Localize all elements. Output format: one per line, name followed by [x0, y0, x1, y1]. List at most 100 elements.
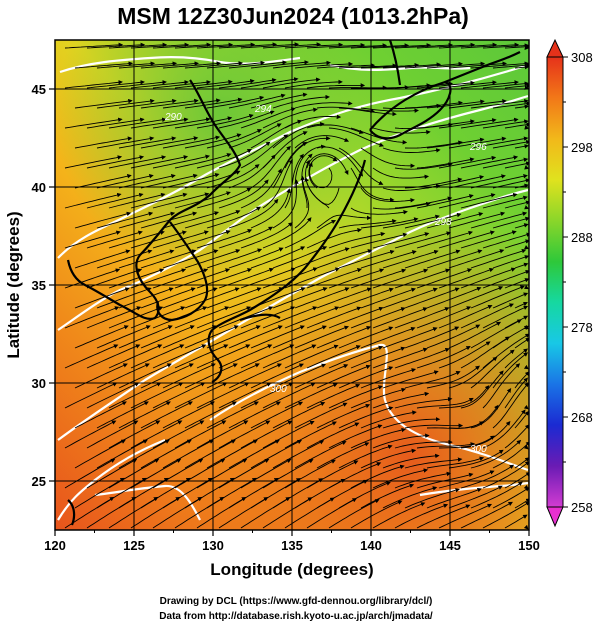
streamline — [338, 219, 397, 229]
streamline — [174, 268, 231, 289]
streamline — [284, 497, 335, 529]
streamline — [64, 117, 123, 129]
streamline — [240, 420, 293, 449]
streamline — [152, 79, 211, 89]
streamline — [74, 401, 127, 429]
streamline — [394, 231, 452, 249]
streamline — [294, 325, 350, 349]
streamline — [196, 42, 256, 49]
streamline — [74, 211, 132, 229]
streamline — [262, 42, 322, 49]
streamline — [416, 472, 474, 489]
streamline — [174, 306, 230, 329]
streamline — [460, 42, 520, 49]
streamline — [284, 153, 304, 209]
streamline — [130, 268, 187, 289]
colorbar-tick-label: 308 — [571, 50, 593, 65]
streamline — [262, 107, 318, 129]
streamline — [218, 344, 273, 369]
streamline — [64, 420, 117, 449]
streamline — [250, 119, 303, 149]
streamline — [492, 441, 529, 469]
streamline — [162, 173, 220, 189]
streamline — [404, 371, 461, 389]
streamline — [482, 81, 529, 89]
x-tick-label: 130 — [202, 538, 224, 553]
streamline — [140, 439, 192, 469]
streamline — [218, 226, 274, 249]
streamline — [196, 497, 247, 529]
streamline — [350, 427, 406, 449]
streamline — [86, 80, 145, 89]
streamline — [228, 439, 280, 469]
streamline — [196, 344, 251, 369]
streamline — [118, 174, 176, 189]
streamline — [514, 183, 529, 189]
streamline — [514, 64, 529, 70]
y-tick-label: 35 — [32, 278, 46, 293]
coastlines — [66, 40, 521, 526]
streamline — [272, 179, 299, 229]
streamline — [306, 345, 361, 369]
streamline — [240, 134, 289, 169]
streamline — [196, 114, 254, 129]
streamline — [272, 402, 326, 429]
streamline — [130, 306, 186, 329]
streamline — [174, 458, 226, 489]
streamline — [382, 147, 441, 153]
streamline — [438, 118, 497, 129]
streamline — [196, 79, 255, 89]
y-tick-label: 30 — [32, 376, 46, 391]
streamline — [460, 501, 513, 529]
streamline — [218, 179, 269, 209]
streamline — [316, 403, 371, 429]
streamline — [96, 174, 154, 189]
streamline — [262, 306, 318, 329]
streamline — [152, 154, 210, 169]
streamline — [218, 382, 272, 409]
streamline — [240, 458, 292, 489]
streamline — [372, 43, 432, 49]
streamline — [294, 101, 353, 109]
streamline — [262, 459, 314, 489]
streamline — [228, 287, 284, 309]
coastline-japan-kyushu — [207, 329, 223, 383]
streamline — [460, 192, 518, 209]
streamline — [152, 382, 206, 409]
coastline-kuril-islands — [444, 51, 521, 84]
streamline — [394, 396, 453, 409]
streamline — [328, 385, 383, 409]
streamline — [316, 249, 373, 269]
streamline — [152, 496, 203, 529]
streamline — [504, 377, 529, 409]
streamline — [96, 211, 154, 229]
colorbar: 308 298 288 278 268 258 — [546, 38, 593, 528]
streamline — [294, 175, 310, 229]
streamline — [74, 325, 129, 349]
streamline — [382, 249, 439, 269]
streamline — [284, 383, 338, 409]
streamline — [438, 435, 495, 449]
streamline — [514, 223, 529, 229]
streamline — [394, 347, 450, 369]
streamline — [272, 363, 327, 389]
streamline — [96, 136, 155, 149]
streamline — [316, 364, 371, 389]
contour-label: 300 — [470, 444, 487, 455]
coastline-taiwan — [67, 499, 76, 526]
streamline — [152, 344, 207, 369]
streamline — [174, 496, 225, 529]
streamline — [416, 306, 472, 329]
streamline — [482, 461, 529, 489]
streamline — [514, 301, 528, 309]
streamline — [426, 286, 482, 309]
streamline — [74, 98, 133, 109]
streamline — [262, 267, 318, 289]
colorbar-max-arrow — [546, 38, 564, 58]
streamline — [416, 157, 475, 169]
streamline — [350, 207, 408, 215]
streamline — [174, 230, 231, 249]
streamline — [316, 106, 375, 114]
streamline — [482, 157, 529, 169]
streamline — [118, 61, 178, 69]
